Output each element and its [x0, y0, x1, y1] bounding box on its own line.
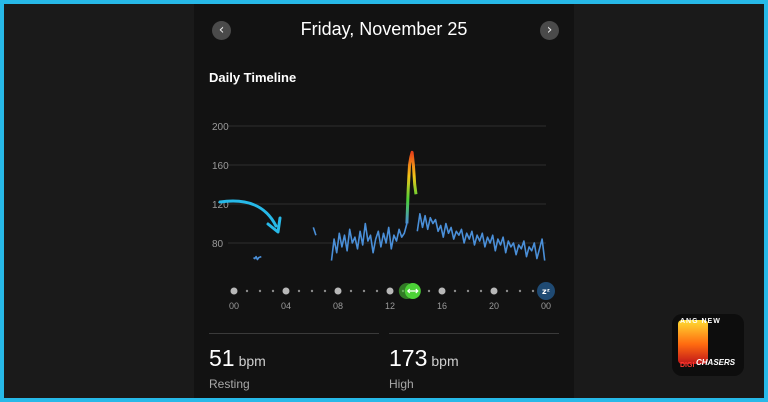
timeline-major-dot: [386, 287, 394, 295]
series-line: [253, 255, 262, 261]
flame-icon: [678, 320, 708, 364]
logo-text: CHASERS: [696, 358, 736, 367]
x-tick-label: 12: [385, 301, 395, 311]
heart-rate-chart: 200 160 120 80 00 04 08 12 16 20 00 zᶻ: [212, 122, 555, 311]
page-title: Friday, November 25: [300, 19, 468, 39]
resting-unit: bpm: [238, 353, 266, 369]
x-tick-label: 16: [437, 301, 447, 311]
timeline-dot: [349, 289, 353, 293]
timeline-dot: [323, 289, 327, 293]
high-label: High: [389, 377, 414, 391]
x-tick-label: 08: [333, 301, 343, 311]
chevron-right-icon: ›: [546, 22, 553, 38]
resting-value: 51: [209, 345, 235, 371]
series-line: [330, 222, 408, 261]
x-tick-label: 00: [541, 301, 551, 311]
x-tick-label: 04: [281, 301, 291, 311]
next-day-button[interactable]: ›: [540, 21, 559, 40]
timeline-dot: [258, 289, 262, 293]
timeline-major-dot: [438, 287, 446, 295]
timeline-dot: [505, 289, 509, 293]
timeline-major-dot: [490, 287, 498, 295]
high-stat: 173 bpm High: [389, 333, 559, 391]
divider: [389, 333, 559, 334]
series-line: [416, 212, 546, 261]
high-value: 173: [389, 345, 428, 371]
timeline-dot: [271, 289, 275, 293]
screenshot-frame: ‹ Friday, November 25 › Daily Timeline 2…: [4, 4, 764, 398]
app-screen: ‹ Friday, November 25 › Daily Timeline 2…: [194, 4, 574, 398]
timeline-dot: [518, 289, 522, 293]
y-tick-label: 160: [212, 161, 229, 172]
timeline-dot: [531, 289, 535, 293]
timeline-dot: [466, 289, 470, 293]
logo-sub-text: DIGI: [680, 362, 695, 369]
x-tick-label: 20: [489, 301, 499, 311]
logo-top-text: ANG NEW: [680, 318, 721, 325]
previous-day-button[interactable]: ‹: [212, 21, 231, 40]
sleep-icon: [537, 282, 555, 300]
resting-label: Resting: [209, 377, 250, 391]
watermark-logo: ANG NEW DIGI CHASERS: [672, 314, 744, 376]
activity-glyph: [406, 288, 419, 294]
annotation-arrow-icon: [218, 199, 282, 234]
timeline-dot: [297, 289, 301, 293]
timeline-major-dot: [282, 287, 290, 295]
timeline-dot: [362, 289, 366, 293]
timeline-dot: [479, 289, 483, 293]
timeline-major-dot: [230, 287, 238, 295]
chevron-left-icon: ‹: [218, 22, 225, 38]
timeline-dot: [310, 289, 314, 293]
timeline-dot: [375, 289, 379, 293]
y-tick-label: 200: [212, 122, 229, 133]
sleep-label: zᶻ: [542, 287, 550, 296]
timeline-major-dot: [334, 287, 342, 295]
timeline-dot: [427, 289, 431, 293]
timeline-dot: [453, 289, 457, 293]
section-title: Daily Timeline: [209, 70, 297, 85]
resting-stat: 51 bpm Resting: [209, 333, 379, 391]
x-tick-label: 00: [229, 301, 239, 311]
timeline-dot: [245, 289, 249, 293]
high-unit: bpm: [431, 353, 459, 369]
peak-series-line: [405, 150, 418, 224]
y-tick-label: 120: [212, 200, 229, 211]
divider: [209, 333, 379, 334]
series-line: [312, 227, 317, 236]
y-tick-label: 80: [212, 239, 224, 250]
